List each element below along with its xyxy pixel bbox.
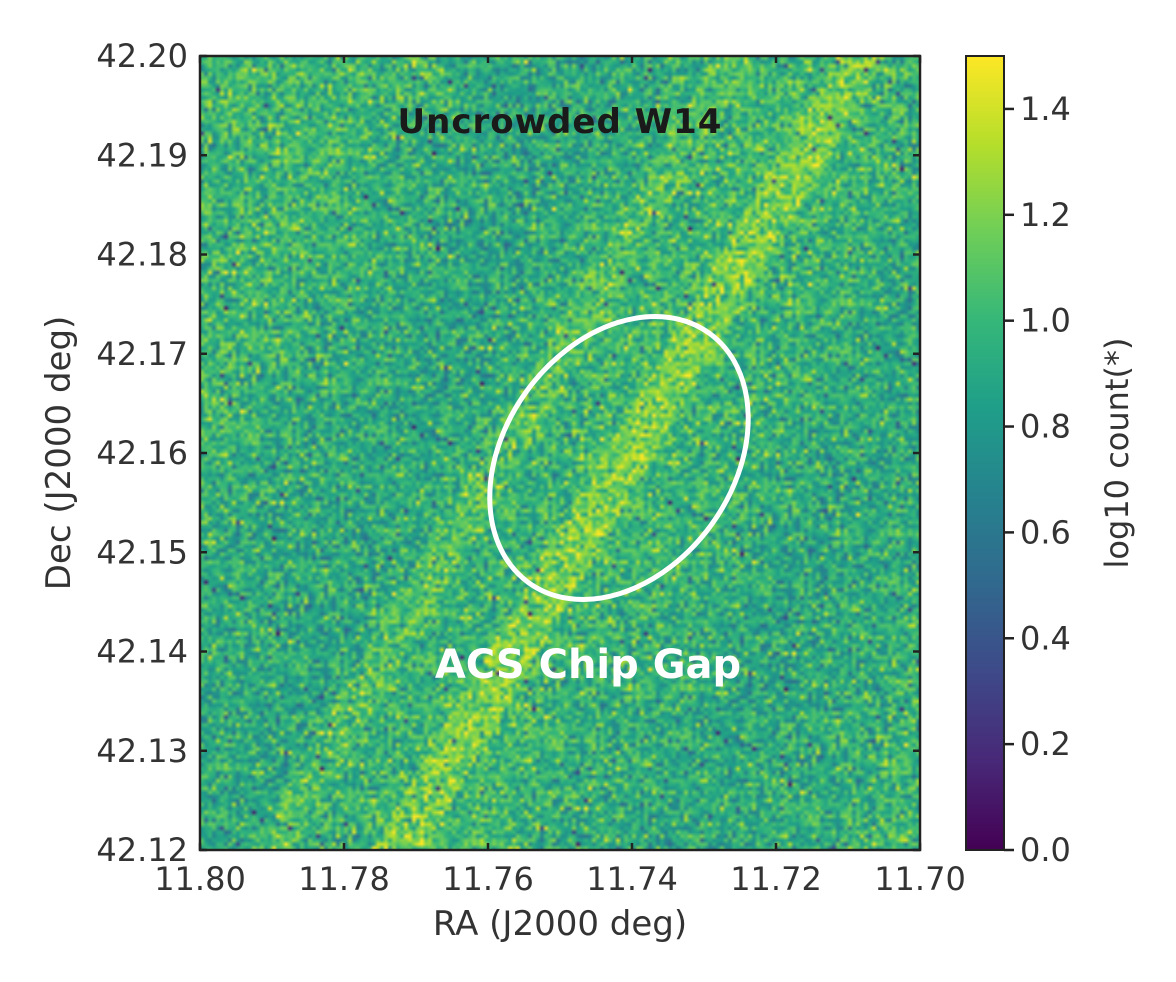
colorbar-ticks: 0.0 0.2 0.4 0.6 0.8 1.0 1.2 1.4	[1004, 90, 1071, 869]
x-tick-label: 11.78	[298, 860, 390, 898]
colorbar-tick-label: 0.0	[1020, 831, 1071, 869]
colorbar	[965, 55, 1005, 851]
y-tick-label: 42.16	[96, 434, 188, 472]
y-tick-label: 42.12	[96, 831, 188, 869]
x-tick-label: 11.70	[874, 860, 966, 898]
x-tick-label: 11.80	[154, 860, 246, 898]
heatmap-image	[200, 56, 920, 850]
y-axis-label: Dec (J2000 deg)	[39, 316, 79, 591]
y-tick-label: 42.17	[96, 335, 188, 373]
colorbar-label: log10 count(*)	[1098, 338, 1136, 569]
y-tick-label: 42.15	[96, 533, 188, 571]
y-tick-label: 42.20	[96, 37, 188, 75]
colorbar-tick-label: 0.2	[1020, 725, 1071, 763]
chip-gap-label: ACS Chip Gap	[435, 642, 741, 688]
colorbar-tick-label: 0.8	[1020, 408, 1071, 446]
y-axis-ticks: 42.12 42.13 42.14 42.15 42.16 42.17 42.18 42.19…	[96, 37, 920, 869]
colorbar-tick-label: 1.4	[1020, 90, 1071, 128]
colorbar-tick-label: 1.0	[1020, 302, 1071, 340]
colorbar-tick-label: 1.2	[1020, 196, 1071, 234]
heatmap	[200, 56, 920, 850]
y-tick-label: 42.13	[96, 732, 188, 770]
y-tick-label: 42.19	[96, 136, 188, 174]
x-tick-label: 11.76	[442, 860, 534, 898]
x-axis-label: RA (J2000 deg)	[433, 904, 687, 944]
colorbar-tick-label: 0.4	[1020, 619, 1071, 657]
y-tick-label: 42.18	[96, 236, 188, 274]
colorbar-tick-label: 0.6	[1020, 513, 1071, 551]
chip-gap-ellipse	[487, 314, 751, 602]
x-tick-label: 11.72	[730, 860, 822, 898]
x-axis-ticks: 11.80 11.78 11.76 11.74 11.72 11.70	[154, 56, 966, 898]
chart-title: Uncrowded W14	[398, 102, 723, 142]
x-tick-label: 11.74	[586, 860, 678, 898]
y-tick-label: 42.14	[96, 633, 188, 671]
